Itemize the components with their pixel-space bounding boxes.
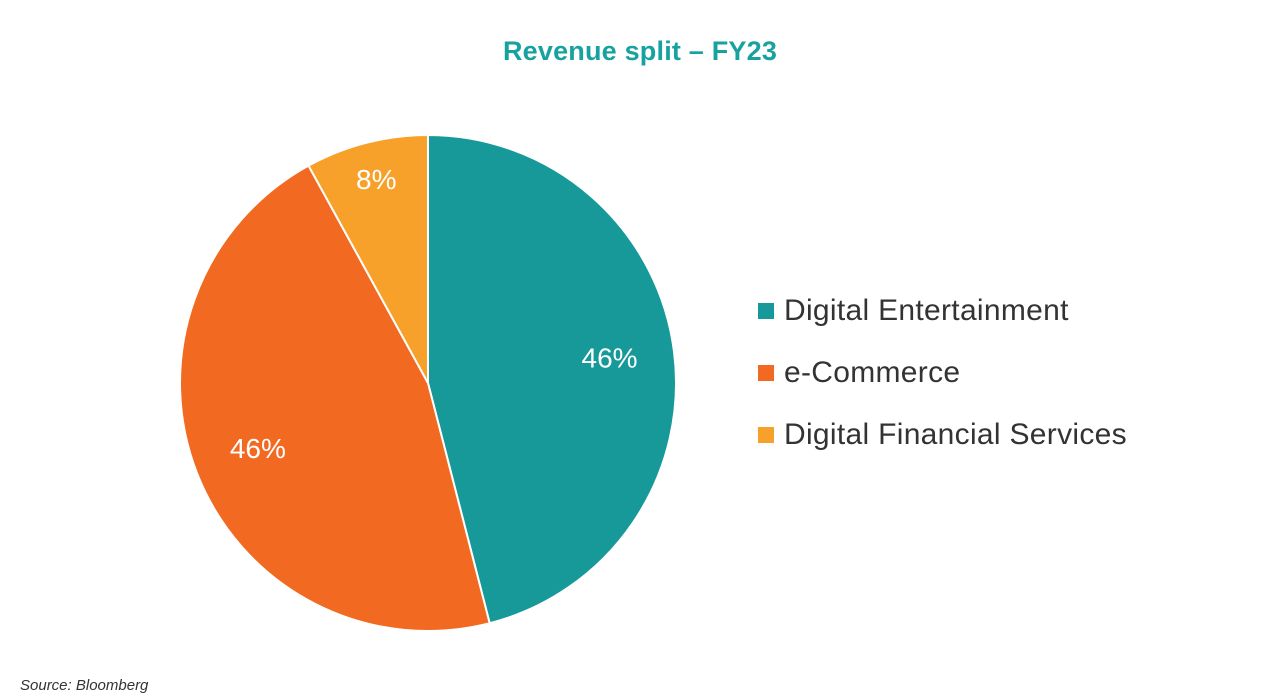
source-note: Source: Bloomberg	[20, 677, 149, 694]
legend-swatch-e-commerce	[758, 365, 774, 381]
data-label-digital-entertainment: 46%	[582, 342, 638, 373]
legend-label-e-commerce: e-Commerce	[784, 356, 961, 389]
legend-item-e-commerce: e-Commerce	[758, 342, 1127, 404]
pie-slice-digital-financial-services	[307, 133, 429, 384]
chart-title: Revenue split – FY23	[502, 36, 778, 66]
pie-slice-e-commerce	[179, 164, 491, 632]
chart-legend: Digital Entertainment e-Commerce Digital…	[758, 280, 1127, 466]
legend-swatch-digital-entertainment	[758, 303, 774, 319]
legend-item-digital-entertainment: Digital Entertainment	[758, 280, 1127, 342]
data-label-digital-financial-services: 8%	[356, 164, 396, 195]
data-label-e-commerce: 46%	[230, 433, 286, 464]
legend-item-digital-financial-services: Digital Financial Services	[758, 404, 1127, 466]
pie-slice-digital-entertainment	[427, 133, 677, 625]
legend-label-digital-entertainment: Digital Entertainment	[784, 294, 1069, 327]
legend-swatch-digital-financial-services	[758, 427, 774, 443]
legend-label-digital-financial-services: Digital Financial Services	[784, 418, 1127, 451]
